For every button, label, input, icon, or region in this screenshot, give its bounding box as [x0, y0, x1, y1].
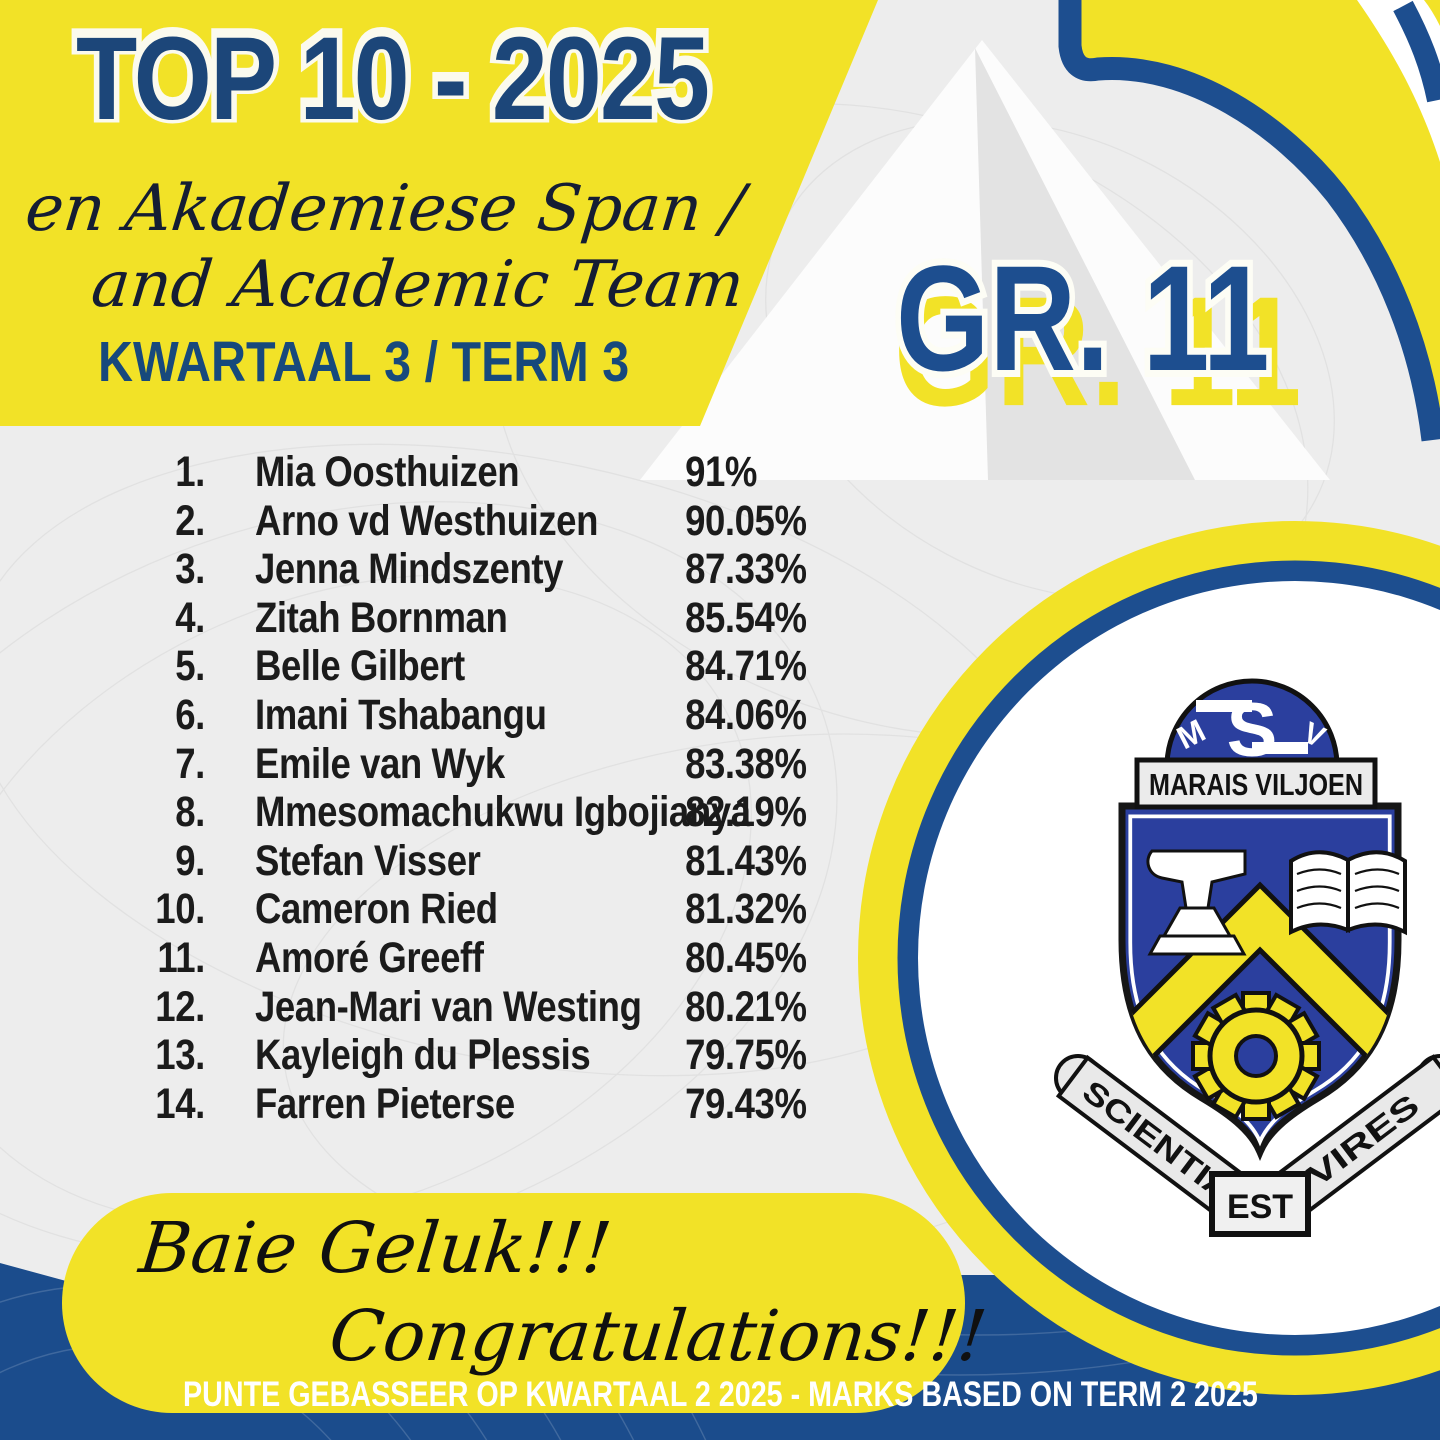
poster-title: TOP 10 - 2025 TOP 10 - 2025 [70, 6, 820, 147]
student-score: 81.32% [685, 885, 807, 934]
student-name: Zitah Bornman [255, 593, 508, 642]
crest-ring-navy [897, 560, 1440, 1356]
rank-number: 9. [175, 836, 205, 885]
student-score: 80.45% [685, 933, 807, 982]
student-score: 83.38% [685, 739, 807, 788]
subtitle-afrikaans: en Akademiese Span / [22, 172, 748, 246]
rank-number: 14. [155, 1079, 205, 1128]
student-score: 81.43% [685, 836, 807, 885]
anvil-icon [1146, 849, 1247, 956]
monogram-center-letter: S [1227, 688, 1278, 773]
crest-dome [1164, 678, 1340, 769]
motto-left: SCIENTIA [1076, 1073, 1239, 1208]
rank-number: 8. [175, 788, 205, 837]
grade-label: GR. 11 GR. 11 GR. 11 [858, 234, 1301, 429]
rank-number: 10. [155, 885, 205, 934]
student-name: Imani Tshabangu [255, 690, 547, 739]
student-score: 84.06% [685, 690, 807, 739]
ranking-row: 11. Amoré Greeff 80.45% [0, 936, 807, 985]
grade-label-text: GR. 11 [896, 234, 1270, 402]
ranking-row: 4. Zitah Bornman 85.54% [0, 596, 807, 645]
book-icon [1289, 850, 1407, 936]
rank-number: 3. [175, 545, 205, 594]
student-score: 91% [685, 448, 757, 496]
rank-number: 2. [175, 496, 205, 545]
rank-number: 1. [175, 448, 205, 496]
poster-title-text: TOP 10 - 2025 [76, 13, 710, 145]
ranking-row: 9. Stefan Visser 81.43% [0, 839, 807, 888]
subtitle-english: and Academic Team [88, 248, 748, 322]
rank-number: 5. [175, 642, 205, 691]
monogram-bar-bottom [1252, 742, 1308, 754]
student-score: 80.21% [685, 982, 807, 1031]
ranking-row: 6. Imani Tshabangu 84.06% [0, 693, 807, 742]
rank-number: 11. [157, 933, 205, 982]
student-score: 79.75% [685, 1031, 807, 1080]
student-name: Jenna Mindszenty [255, 545, 564, 594]
school-name: MARAIS VILJOEN [1149, 767, 1363, 802]
student-name: Jean-Mari van Westing [255, 982, 642, 1031]
rank-number: 7. [175, 739, 205, 788]
ranking-row: 13. Kayleigh du Plessis 79.75% [0, 1033, 807, 1082]
student-name: Farren Pieterse [255, 1079, 515, 1128]
crest-shield [1118, 802, 1402, 1162]
student-name: Amoré Greeff [255, 933, 484, 982]
rank-number: 4. [175, 593, 205, 642]
congrats-afrikaans: Baie Geluk!!! [135, 1207, 616, 1289]
student-name: Mia Oosthuizen [255, 448, 520, 496]
student-score: 82.19% [685, 788, 807, 837]
student-name: Cameron Ried [255, 885, 498, 934]
student-score: 90.05% [685, 496, 807, 545]
motto-ribbon: SCIENTIA VIRES EST [1054, 1054, 1440, 1237]
student-name: Emile van Wyk [255, 739, 505, 788]
ranking-row: 1. Mia Oosthuizen 91% [0, 450, 807, 499]
footer-note: PUNTE GEBASSEER OP KWARTAAL 2 2025 - MAR… [182, 1375, 1258, 1414]
student-name: Mmesomachukwu Igbojianya [255, 788, 751, 837]
rank-number: 13. [155, 1031, 205, 1080]
crest-name-banner [1134, 757, 1378, 810]
student-name: Stefan Visser [255, 836, 481, 885]
ranking-row: 8. Mmesomachukwu Igbojianya 82.19% [0, 790, 807, 839]
ranking-row: 7. Emile van Wyk 83.38% [0, 742, 807, 791]
ranking-row: 5. Belle Gilbert 84.71% [0, 644, 807, 693]
gear-icon [1191, 991, 1321, 1121]
ranking-row: 3. Jenna Mindszenty 87.33% [0, 547, 807, 596]
student-name: Belle Gilbert [255, 642, 465, 691]
ranking-list: 1. Mia Oosthuizen 91% 2. Arno vd Westhui… [0, 450, 807, 1130]
ranking-row: 2. Arno vd Westhuizen 90.05% [0, 499, 807, 548]
ranking-row: 12. Jean-Mari van Westing 80.21% [0, 985, 807, 1034]
monogram-right-letter: V [1298, 716, 1330, 754]
crest-shield-inner-line [1128, 814, 1392, 1147]
congrats-english: Congratulations!!! [325, 1295, 991, 1377]
student-score: 85.54% [685, 593, 807, 642]
monogram-left-letter: M [1171, 712, 1211, 756]
rank-number: 6. [175, 690, 205, 739]
ranking-row: 14. Farren Pieterse 79.43% [0, 1082, 807, 1131]
student-score: 79.43% [685, 1079, 807, 1128]
student-score: 84.71% [685, 642, 807, 691]
rank-number: 12. [155, 982, 205, 1031]
student-name: Arno vd Westhuizen [255, 496, 598, 545]
student-score: 87.33% [685, 545, 807, 594]
ranking-row: 10. Cameron Ried 81.32% [0, 887, 807, 936]
motto-right: VIRES [1301, 1087, 1426, 1193]
motto-center: EST [1227, 1188, 1293, 1226]
student-name: Kayleigh du Plessis [255, 1031, 591, 1080]
monogram-bar-top [1196, 700, 1252, 712]
crest-disc [918, 581, 1440, 1335]
chevron [1122, 881, 1398, 1107]
term-label: KWARTAAL 3 / TERM 3 [98, 330, 630, 394]
crest-ring-yellow [858, 521, 1440, 1395]
